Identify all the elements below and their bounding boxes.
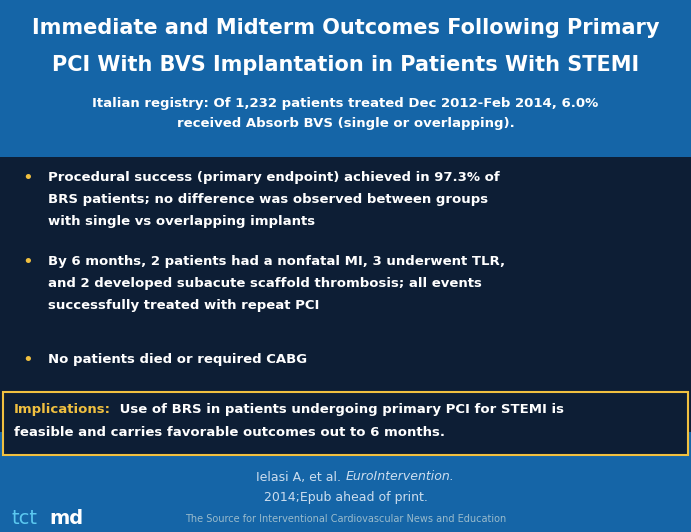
Text: •: •: [23, 253, 33, 271]
Text: 2014;Epub ahead of print.: 2014;Epub ahead of print.: [263, 491, 428, 503]
Text: successfully treated with repeat PCI: successfully treated with repeat PCI: [48, 300, 319, 312]
Text: with single vs overlapping implants: with single vs overlapping implants: [48, 215, 315, 229]
Text: •: •: [23, 351, 33, 369]
Text: Immediate and Midterm Outcomes Following Primary: Immediate and Midterm Outcomes Following…: [32, 18, 659, 38]
Text: Ielasi A, et al.: Ielasi A, et al.: [256, 470, 346, 484]
Text: and 2 developed subacute scaffold thrombosis; all events: and 2 developed subacute scaffold thromb…: [48, 278, 482, 290]
Text: BRS patients; no difference was observed between groups: BRS patients; no difference was observed…: [48, 194, 488, 206]
Text: Procedural success (primary endpoint) achieved in 97.3% of: Procedural success (primary endpoint) ac…: [48, 171, 500, 185]
Bar: [0, 157, 691, 432]
Text: By 6 months, 2 patients had a nonfatal MI, 3 underwent TLR,: By 6 months, 2 patients had a nonfatal M…: [48, 255, 505, 269]
Text: tct: tct: [12, 510, 38, 528]
Text: Implications:: Implications:: [14, 403, 111, 417]
Text: received Absorb BVS (single or overlapping).: received Absorb BVS (single or overlappi…: [177, 117, 514, 129]
Text: EuroIntervention.: EuroIntervention.: [346, 470, 454, 484]
Text: No patients died or required CABG: No patients died or required CABG: [48, 353, 307, 367]
Text: md: md: [49, 510, 83, 528]
Bar: [3, 392, 688, 455]
Text: PCI With BVS Implantation in Patients With STEMI: PCI With BVS Implantation in Patients Wi…: [52, 55, 639, 75]
Text: feasible and carries favorable outcomes out to 6 months.: feasible and carries favorable outcomes …: [14, 426, 445, 438]
Text: •: •: [23, 169, 33, 187]
Text: Use of BRS in patients undergoing primary PCI for STEMI is: Use of BRS in patients undergoing primar…: [115, 403, 564, 417]
Text: Italian registry: Of 1,232 patients treated Dec 2012-Feb 2014, 6.0%: Italian registry: Of 1,232 patients trea…: [93, 96, 598, 110]
Text: The Source for Interventional Cardiovascular News and Education: The Source for Interventional Cardiovasc…: [185, 514, 506, 524]
